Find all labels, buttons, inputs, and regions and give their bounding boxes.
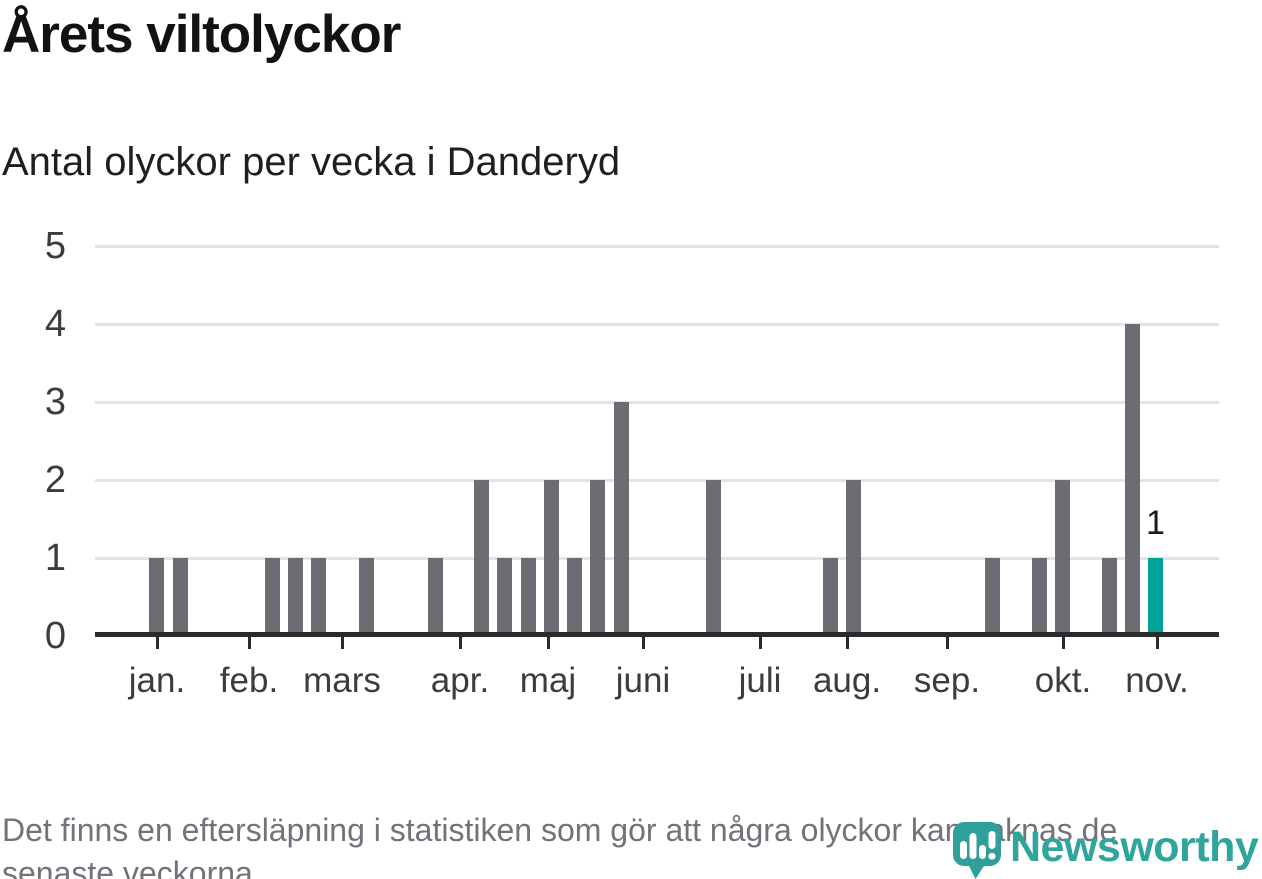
- bar-week: [1032, 558, 1047, 636]
- x-axis-label-feb: feb.: [219, 661, 279, 700]
- bar-highlighted-latest-week: [1148, 558, 1163, 636]
- footer-note: Det finns en eftersläpning i statistiken…: [2, 809, 1117, 879]
- x-axis-tick-mars: [340, 636, 344, 649]
- y-axis-label-4: 4: [44, 303, 66, 345]
- chart-subtitle: Antal olyckor per vecka i Danderyd: [2, 140, 621, 184]
- bar-week: [567, 558, 582, 636]
- grid-line-y4: [95, 323, 1219, 326]
- footer-note-line2: senaste veckorna.: [2, 855, 262, 879]
- chart-title: Årets viltolyckor: [2, 5, 401, 64]
- y-axis-label-5: 5: [44, 225, 66, 267]
- x-axis-tick-okt: [1061, 636, 1065, 649]
- bar-value-label: 1: [1146, 504, 1165, 542]
- bar-week: [614, 402, 629, 636]
- y-axis-label-1: 1: [44, 537, 66, 579]
- bar-week: [823, 558, 838, 636]
- grid-line-y5: [95, 245, 1219, 248]
- x-axis-tick-feb: [247, 636, 251, 649]
- x-axis-tick-aug: [845, 636, 849, 649]
- y-axis-label-3: 3: [44, 381, 66, 423]
- grid-line-y2: [95, 479, 1219, 482]
- newsworthy-logo-text: Newsworthy: [1010, 823, 1259, 871]
- newsworthy-logo[interactable]: Newsworthy: [953, 818, 1259, 879]
- x-axis-label-jan: jan.: [128, 661, 186, 700]
- x-axis-label-maj: maj: [519, 661, 577, 700]
- bar-week: [706, 480, 721, 636]
- footer-note-line1: Det finns en eftersläpning i statistiken…: [2, 812, 1118, 848]
- bar-week: [1125, 324, 1140, 636]
- bar-week: [846, 480, 861, 636]
- x-axis-label-apr: apr.: [430, 661, 490, 700]
- x-axis-label-nov: nov.: [1125, 661, 1189, 700]
- bar-week: [520, 558, 536, 636]
- y-axis-label-2: 2: [44, 459, 66, 501]
- bar-week: [358, 558, 374, 636]
- bar-week: [288, 558, 303, 636]
- x-axis-line: [95, 632, 1219, 637]
- y-axis-label-0: 0: [44, 615, 66, 657]
- x-axis-label-juni: juni: [615, 661, 671, 700]
- x-axis-tick-juni: [641, 636, 645, 649]
- bar-week: [474, 480, 489, 636]
- x-axis-tick-apr: [458, 636, 462, 649]
- bar-week: [985, 558, 1000, 636]
- bar-week: [497, 558, 512, 636]
- newsworthy-speech-bubble-chart-icon: [953, 822, 1001, 879]
- bar-week: [311, 558, 326, 636]
- x-axis-tick-sep: [945, 636, 949, 649]
- x-axis-tick-nov: [1155, 636, 1159, 649]
- bar-week: [149, 558, 164, 636]
- bar-week: [172, 558, 188, 636]
- bar-week: [544, 480, 559, 636]
- bar-week: [1102, 558, 1117, 636]
- bar-week: [427, 558, 443, 636]
- grid-line-y1: [95, 557, 1219, 560]
- x-axis-label-okt: okt.: [1034, 661, 1092, 700]
- x-axis-label-aug: aug.: [812, 661, 882, 700]
- grid-line-y3: [95, 401, 1219, 404]
- x-axis-label-mars: mars: [303, 661, 381, 700]
- x-axis-tick-maj: [546, 636, 550, 649]
- bar-week: [265, 558, 280, 636]
- x-axis-label-juli: juli: [738, 661, 782, 700]
- x-axis-tick-jan: [155, 636, 159, 649]
- bar-week: [590, 480, 605, 636]
- x-axis-tick-juli: [758, 636, 762, 649]
- x-axis-label-sep: sep.: [913, 661, 981, 700]
- bar-week: [1055, 480, 1070, 636]
